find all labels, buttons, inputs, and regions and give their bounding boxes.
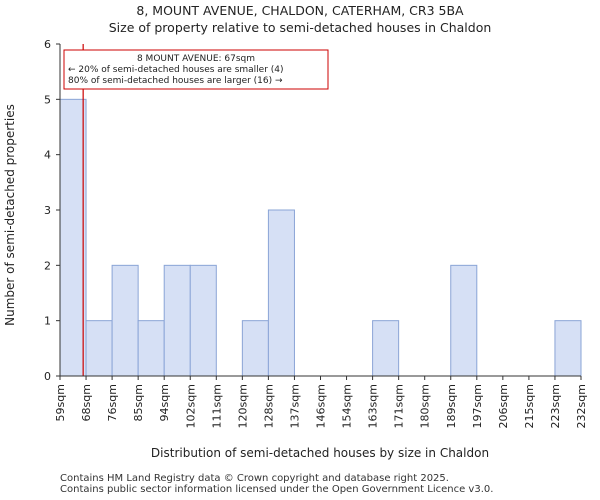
x-axis-label: Distribution of semi-detached houses by …: [151, 446, 489, 460]
bar-85sqm: [137, 320, 165, 377]
y-tick-label: 0: [44, 370, 51, 383]
x-tick-label: 154sqm: [341, 384, 354, 428]
footer-licence: Contains public sector information licen…: [60, 484, 494, 495]
bar-223sqm: [554, 320, 582, 377]
x-tick-label: 171sqm: [393, 384, 406, 428]
y-axis-label: Number of semi-detached properties: [3, 104, 17, 326]
x-tick-label: 85sqm: [132, 384, 145, 421]
x-tick-label: 146sqm: [315, 384, 328, 428]
bar-94sqm: [163, 264, 191, 377]
bar-128sqm: [267, 209, 295, 377]
x-tick-label: 128sqm: [262, 384, 275, 428]
x-tick-label: 68sqm: [80, 384, 93, 421]
annotation-line-2: ← 20% of semi-detached houses are smalle…: [68, 65, 284, 75]
x-tick-label: 137sqm: [288, 384, 301, 428]
x-tick-label: 197sqm: [471, 384, 484, 428]
footer-copyright: Contains HM Land Registry data © Crown c…: [60, 473, 449, 484]
x-tick-label: 120sqm: [236, 384, 249, 428]
y-tick-label: 2: [44, 259, 51, 272]
y-tick-label: 5: [44, 93, 51, 106]
annotation-line-3: 80% of semi-detached houses are larger (…: [68, 76, 283, 86]
x-tick-label: 206sqm: [497, 384, 510, 428]
y-tick-label: 1: [44, 315, 51, 328]
x-tick-label: 215sqm: [523, 384, 536, 428]
x-ticks-group: 59sqm 68sqm 76sqm 85sqm 94sqm 102sqm 111sqm 120…: [54, 376, 588, 428]
y-ticks-group: 0 1 2 3 4 5 6: [44, 38, 60, 383]
bar-76sqm: [111, 264, 139, 377]
bars-group: [59, 98, 582, 377]
x-tick-label: 232sqm: [575, 384, 588, 428]
x-tick-label: 180sqm: [419, 384, 432, 428]
bar-102sqm: [189, 264, 217, 377]
y-tick-label: 3: [44, 204, 51, 217]
x-tick-label: 102sqm: [184, 384, 197, 428]
chart-subtitle: Size of property relative to semi-detach…: [108, 20, 492, 35]
bar-59sqm: [59, 98, 87, 377]
annotation-line-1: 8 MOUNT AVENUE: 67sqm: [137, 54, 255, 64]
x-tick-label: 189sqm: [445, 384, 458, 428]
x-tick-label: 59sqm: [54, 384, 67, 421]
y-tick-label: 4: [44, 149, 51, 162]
bar-120sqm: [241, 320, 269, 377]
x-tick-label: 111sqm: [210, 384, 223, 428]
x-tick-label: 94sqm: [158, 384, 171, 421]
x-tick-label: 163sqm: [367, 384, 380, 428]
chart-title: 8, MOUNT AVENUE, CHALDON, CATERHAM, CR3 …: [136, 3, 464, 18]
y-tick-label: 6: [44, 38, 51, 51]
x-tick-label: 76sqm: [106, 384, 119, 421]
annotation-box: 8 MOUNT AVENUE: 67sqm ← 20% of semi-deta…: [63, 49, 329, 90]
bar-163sqm: [372, 320, 400, 377]
bar-68sqm: [85, 320, 113, 377]
x-tick-label: 223sqm: [549, 384, 562, 428]
bar-189sqm: [450, 264, 478, 377]
